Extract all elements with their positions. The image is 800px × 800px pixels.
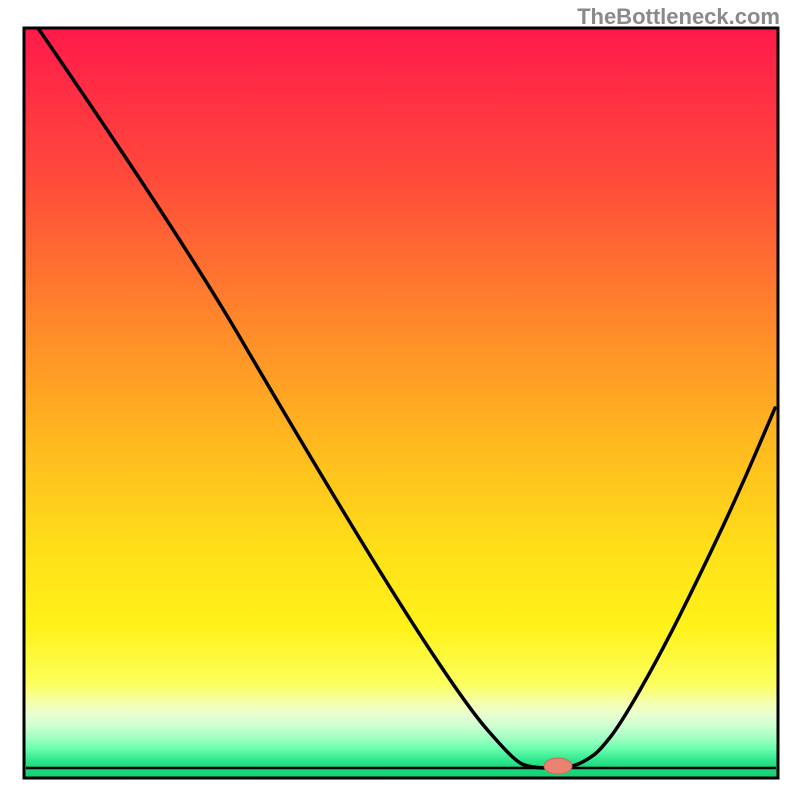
gradient-background: [24, 28, 778, 778]
watermark-label: TheBottleneck.com: [577, 4, 780, 30]
optimal-point-marker: [544, 758, 572, 774]
bottleneck-curve-chart: [0, 0, 800, 800]
chart-container: TheBottleneck.com: [0, 0, 800, 800]
